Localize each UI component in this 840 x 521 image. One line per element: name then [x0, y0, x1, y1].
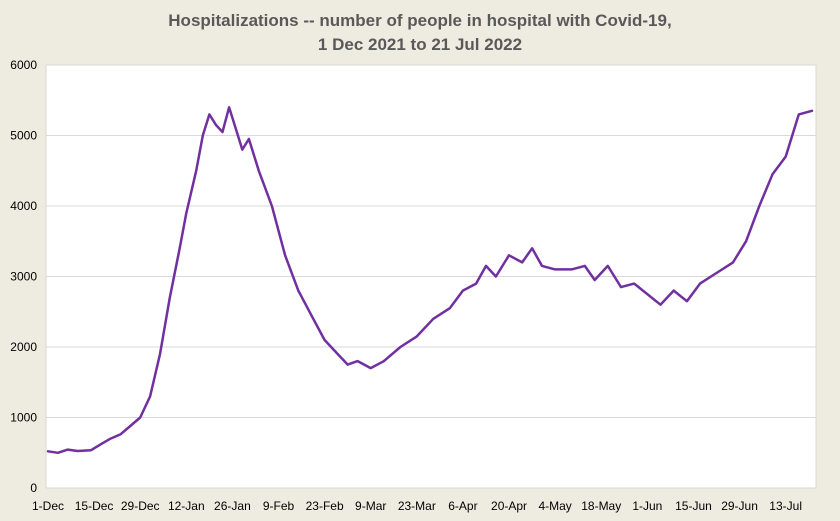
x-tick-label: 6-Apr [448, 499, 477, 513]
chart-title-line1: Hospitalizations -- number of people in … [168, 11, 671, 30]
x-tick-label: 12-Jan [168, 499, 205, 513]
series-group [46, 106, 814, 455]
x-tick-label: 20-Apr [491, 499, 527, 513]
x-tick-label: 9-Feb [263, 499, 295, 513]
y-tick-label: 5000 [10, 129, 37, 143]
x-tick-label: 9-Mar [355, 499, 386, 513]
x-tick-label: 15-Jun [675, 499, 712, 513]
y-tick-label: 2000 [10, 340, 37, 354]
chart-title-line2: 1 Dec 2021 to 21 Jul 2022 [318, 35, 522, 54]
y-axis-ticks: 0 1000 2000 3000 4000 5000 6000 [10, 58, 37, 495]
x-tick-label: 4-May [538, 499, 571, 513]
x-tick-label: 23-Mar [398, 499, 436, 513]
y-tick-label: 1000 [10, 411, 37, 425]
x-tick-label: 26-Jan [214, 499, 251, 513]
y-tick-label: 6000 [10, 58, 37, 72]
x-tick-label: 29-Jun [721, 499, 758, 513]
x-tick-label: 18-May [581, 499, 621, 513]
y-tick-label: 3000 [10, 270, 37, 284]
x-tick-label: 1-Dec [32, 499, 64, 513]
x-tick-label: 15-Dec [75, 499, 114, 513]
y-tick-label: 4000 [10, 199, 37, 213]
y-tick-label: 0 [30, 481, 37, 495]
x-tick-label: 1-Jun [632, 499, 662, 513]
x-tick-label: 29-Dec [121, 499, 160, 513]
series-line [46, 106, 814, 455]
x-tick-label: 23-Feb [306, 499, 344, 513]
x-tick-label: 13-Jul [769, 499, 802, 513]
x-axis-ticks: 1-Dec 15-Dec 29-Dec 12-Jan 26-Jan 9-Feb 23-Feb… [32, 499, 802, 513]
gridlines [46, 64, 816, 489]
